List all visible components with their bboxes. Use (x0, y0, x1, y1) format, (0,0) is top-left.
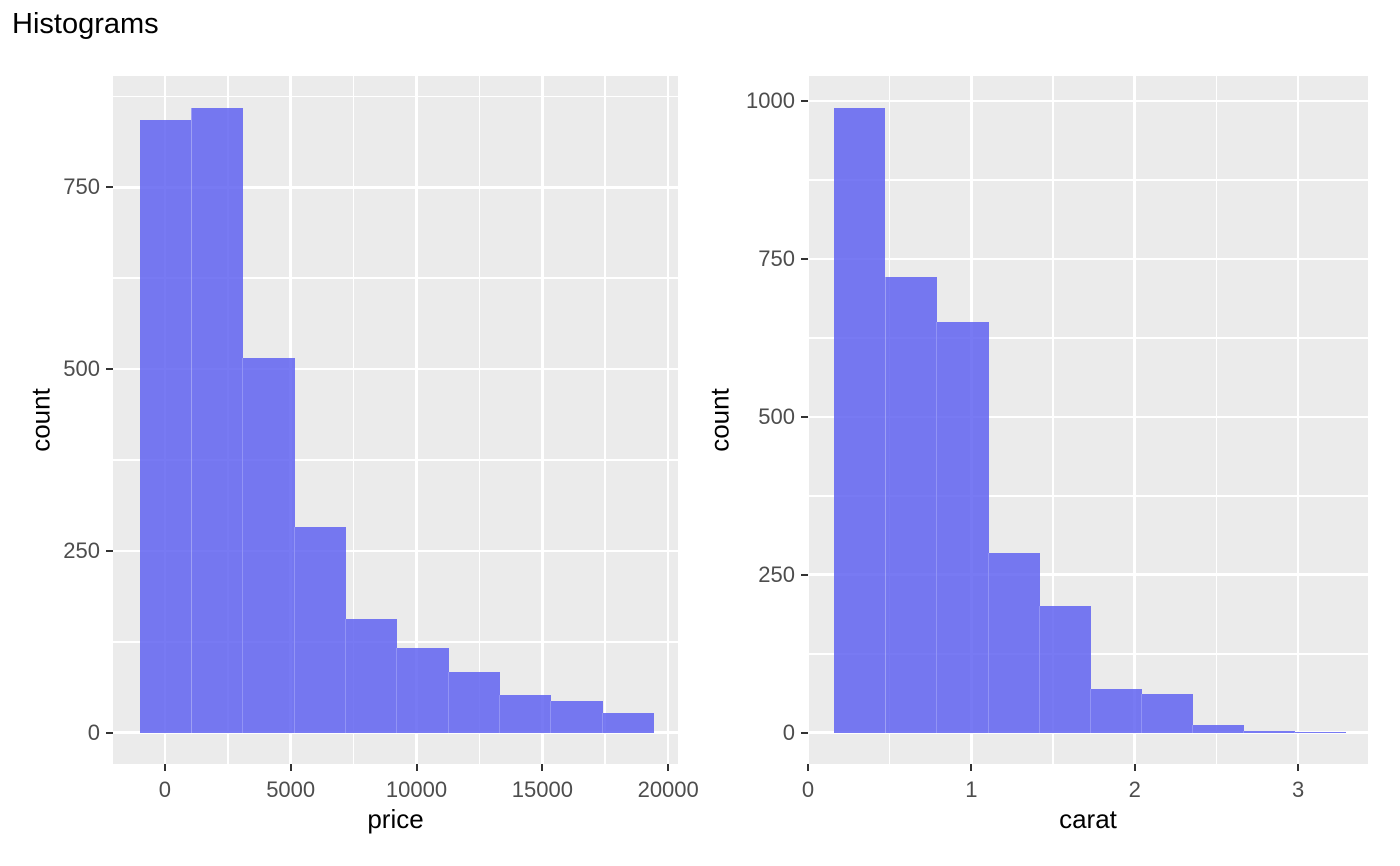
x-major-gridline (1133, 76, 1136, 764)
x-major-gridline (808, 76, 810, 764)
y-major-gridline (113, 549, 678, 553)
histogram-bar (601, 713, 655, 733)
y-tick-mark (801, 415, 808, 418)
histogram-bar (191, 108, 244, 733)
x-tick-label: 10000 (385, 777, 448, 802)
histogram-bar (1140, 693, 1194, 733)
histogram-bar (885, 277, 938, 733)
y-minor-gridline (808, 337, 1368, 339)
histogram-bar (1192, 724, 1245, 733)
x-major-gridline (415, 76, 418, 764)
histogram-bar (936, 322, 989, 733)
x-major-gridline (541, 76, 544, 764)
histogram-bar (447, 671, 501, 733)
histogram-bar (550, 700, 603, 733)
y-tick-label: 500 (63, 356, 100, 382)
x-tick-mark (541, 764, 544, 771)
y-major-gridline (808, 257, 1368, 261)
histogram-bar (396, 647, 449, 733)
y-major-gridline (808, 731, 1368, 735)
y-major-gridline (808, 573, 1368, 577)
histogram-bar (345, 618, 398, 733)
carat-x-axis-title: carat (1059, 804, 1117, 834)
x-tick-label: 2 (1128, 777, 1141, 802)
y-tick-label: 750 (758, 245, 795, 271)
price-y-axis-title: count (25, 388, 56, 452)
x-minor-gridline (352, 76, 355, 764)
histogram-bar (499, 694, 552, 733)
x-major-gridline (666, 76, 670, 764)
x-tick-label: 0 (158, 777, 171, 802)
x-tick-mark (163, 764, 166, 771)
x-minor-gridline (604, 76, 607, 764)
x-major-gridline (1296, 76, 1300, 764)
histogram-bar (242, 358, 295, 733)
x-tick-mark (807, 764, 809, 771)
price-panel (113, 76, 678, 764)
y-major-gridline (113, 731, 678, 735)
x-tick-mark (1297, 764, 1300, 771)
y-minor-gridline (808, 495, 1368, 497)
x-tick-mark (415, 764, 418, 771)
y-major-gridline (808, 99, 1368, 103)
histogram-bar (987, 553, 1040, 733)
x-tick-label: 5000 (266, 777, 316, 802)
y-minor-gridline (113, 459, 678, 461)
x-tick-label: 0 (801, 777, 815, 802)
x-tick-mark (289, 764, 292, 771)
y-major-gridline (113, 367, 678, 371)
y-major-gridline (808, 415, 1368, 419)
x-tick-mark (667, 764, 670, 771)
y-tick-mark (801, 573, 808, 576)
histogram-bar (834, 107, 886, 733)
x-tick-label: 1 (965, 777, 978, 802)
y-tick-label: 250 (63, 537, 100, 563)
histogram-price-figure: price count 0 5000 10000 15000 20000 0 250 500 7… (25, 76, 699, 834)
histogram-bar (1294, 731, 1347, 733)
histogram-carat-figure: carat count 0 1 2 3 0 250 500 750 1000 (700, 0, 1400, 866)
histogram-bar (139, 119, 191, 733)
y-tick-mark (801, 99, 808, 102)
x-tick-mark (970, 764, 973, 771)
plot-title: Histograms (12, 8, 159, 40)
carat-panel (808, 76, 1368, 764)
histogram-bar (1089, 688, 1142, 733)
y-tick-label: 250 (758, 561, 795, 587)
y-tick-mark (801, 257, 808, 260)
histogram-bar (1038, 605, 1091, 733)
y-tick-label: 1000 (746, 87, 795, 113)
y-tick-label: 0 (87, 719, 100, 745)
y-tick-mark (801, 731, 808, 734)
x-minor-gridline (1215, 76, 1218, 764)
histogram-bar (1243, 731, 1296, 733)
y-minor-gridline (808, 179, 1368, 181)
y-tick-mark (106, 186, 113, 189)
x-tick-label: 20000 (637, 777, 699, 802)
y-tick-label: 750 (63, 174, 100, 200)
y-tick-label: 0 (782, 719, 795, 745)
y-tick-mark (106, 549, 113, 552)
y-minor-gridline (113, 95, 678, 98)
y-tick-mark (106, 368, 113, 371)
y-tick-mark (106, 731, 113, 734)
y-major-gridline (113, 185, 678, 189)
x-tick-label: 3 (1291, 777, 1305, 802)
y-tick-label: 500 (758, 403, 795, 429)
x-minor-gridline (1052, 76, 1054, 764)
histogram-bar (293, 526, 347, 733)
x-tick-mark (1133, 764, 1136, 771)
x-minor-gridline (478, 76, 481, 764)
price-x-axis-title: price (367, 804, 424, 834)
y-minor-gridline (113, 277, 678, 279)
x-tick-label: 15000 (511, 777, 573, 802)
